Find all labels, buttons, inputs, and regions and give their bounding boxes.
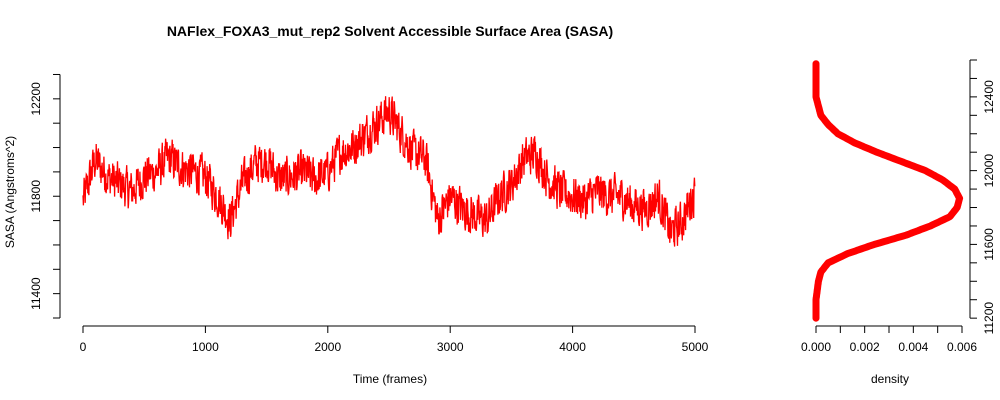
- chart-title: NAFlex_FOXA3_mut_rep2 Solvent Accessible…: [167, 23, 613, 39]
- sasa-time-series: [82, 96, 696, 247]
- density-x-tick-label: 0.006: [947, 340, 977, 354]
- density-x-tick-label: 0.004: [898, 340, 928, 354]
- density-curve: [812, 60, 964, 322]
- density-x-tick-label: 0.000: [801, 340, 831, 354]
- x-tick-label: 0: [80, 340, 87, 354]
- x-tick-label: 5000: [682, 340, 709, 354]
- x-tick-label: 1000: [192, 340, 219, 354]
- y-tick-label: 12200: [29, 82, 43, 116]
- y-tick-label: 11400: [29, 277, 43, 310]
- time-series-axes: Time (frames) SASA (Angstroms^2) 0 1000 20…: [3, 73, 709, 386]
- density-axes: density 0.000 0.002 0.004 0.006 11200 11600 12…: [801, 59, 996, 386]
- y-tick-label: 11800: [29, 180, 43, 213]
- density-x-axis-label: density: [871, 372, 909, 386]
- density-x-tick-label: 0.002: [850, 340, 880, 354]
- x-tick-label: 3000: [437, 340, 464, 354]
- x-tick-label: 4000: [559, 340, 586, 354]
- y-axis-label: SASA (Angstroms^2): [3, 136, 17, 248]
- density-y-tick-label: 11200: [982, 302, 996, 335]
- density-y-tick-label: 12000: [982, 154, 996, 188]
- density-y-tick-label: 11600: [982, 228, 996, 261]
- sasa-series-line: [82, 96, 696, 247]
- density-line: [812, 60, 964, 322]
- x-axis-label: Time (frames): [353, 372, 427, 386]
- x-tick-label: 2000: [314, 340, 341, 354]
- density-y-tick-label: 12400: [982, 80, 996, 114]
